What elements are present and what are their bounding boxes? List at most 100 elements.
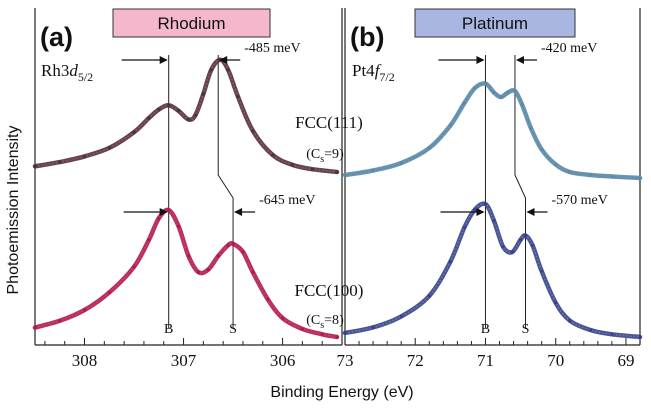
coordination-close: ) bbox=[339, 147, 344, 162]
data-point bbox=[492, 90, 496, 95]
surface-line bbox=[217, 55, 234, 328]
data-point bbox=[638, 176, 642, 180]
coordination-label: (Cs=9) bbox=[306, 147, 344, 165]
data-point bbox=[540, 269, 544, 273]
data-point bbox=[399, 314, 403, 318]
energy-shift-label: -645 meV bbox=[259, 193, 315, 208]
data-point bbox=[520, 102, 524, 107]
data-point bbox=[448, 260, 452, 264]
data-point bbox=[483, 81, 488, 86]
data-point bbox=[157, 216, 161, 220]
core-level-subscript: 5/2 bbox=[78, 70, 93, 84]
data-point bbox=[236, 95, 240, 99]
data-point bbox=[201, 92, 205, 96]
data-point bbox=[554, 162, 558, 167]
surface-line bbox=[514, 55, 527, 328]
data-point bbox=[343, 331, 347, 335]
coordination-sub: s bbox=[320, 154, 324, 165]
data-point bbox=[554, 301, 558, 305]
core-level-label: Pt4f7/2 bbox=[352, 61, 395, 84]
data-point bbox=[147, 238, 151, 242]
data-point bbox=[310, 167, 314, 171]
arrowhead bbox=[159, 208, 168, 216]
data-point bbox=[568, 319, 572, 323]
data-point bbox=[209, 68, 213, 72]
core-level-orbital: f bbox=[375, 61, 382, 80]
data-point bbox=[568, 170, 572, 174]
data-point bbox=[241, 250, 245, 254]
data-point bbox=[107, 146, 111, 150]
x-tick-label: 307 bbox=[171, 351, 197, 370]
data-point bbox=[335, 335, 339, 339]
data-point bbox=[33, 164, 37, 168]
data-point bbox=[427, 146, 431, 150]
data-point bbox=[132, 265, 136, 269]
data-point bbox=[610, 174, 614, 179]
surface-name: FCC(111) bbox=[295, 113, 363, 132]
data-point bbox=[523, 234, 528, 238]
data-point bbox=[226, 68, 230, 72]
data-point bbox=[271, 153, 275, 157]
data-point bbox=[82, 154, 87, 158]
coordination-value: =8 bbox=[324, 313, 339, 328]
surface-name: FCC(100) bbox=[295, 281, 364, 300]
x-tick-label: 308 bbox=[72, 351, 98, 370]
core-level-main: Rh3 bbox=[41, 61, 69, 80]
panel-b: 73 72 71 70 69 Platinum (b) Pt4f7/2 B S -420 meV -5… bbox=[337, 8, 643, 370]
x-tick-label: 70 bbox=[547, 351, 564, 370]
x-tick-label: 73 bbox=[337, 351, 354, 370]
data-point bbox=[320, 332, 324, 336]
data-point bbox=[266, 297, 270, 301]
data-point bbox=[492, 219, 496, 223]
element-banner bbox=[414, 8, 576, 38]
data-point bbox=[231, 242, 235, 246]
x-axis-label: Binding Energy (eV) bbox=[270, 384, 413, 401]
panel-letter: (b) bbox=[350, 22, 384, 52]
spectrum-markers bbox=[344, 202, 641, 338]
data-point bbox=[343, 173, 347, 177]
data-point bbox=[530, 243, 535, 247]
core-level-label: Rh3d5/2 bbox=[41, 61, 93, 84]
data-point bbox=[540, 147, 544, 152]
x-tick-label: 72 bbox=[407, 351, 424, 370]
data-point bbox=[510, 250, 514, 254]
surface-label: S bbox=[522, 322, 530, 337]
data-point bbox=[483, 202, 488, 206]
spectrum-markers bbox=[34, 59, 338, 173]
data-point bbox=[196, 270, 200, 274]
arrowhead bbox=[476, 208, 485, 216]
data-point bbox=[177, 224, 181, 228]
arrowhead bbox=[515, 56, 524, 64]
spectrum-line-fcc111 bbox=[342, 81, 643, 181]
data-point bbox=[33, 326, 37, 330]
data-point bbox=[58, 319, 62, 323]
spectrum-markers bbox=[344, 82, 641, 179]
data-point bbox=[82, 308, 87, 312]
data-point bbox=[186, 254, 191, 258]
data-point bbox=[589, 173, 593, 177]
data-point bbox=[399, 161, 403, 165]
spectrum-markers bbox=[34, 209, 338, 338]
data-point bbox=[638, 335, 642, 339]
data-point bbox=[193, 113, 197, 117]
bulk-label: B bbox=[164, 322, 173, 337]
data-point bbox=[371, 325, 375, 329]
data-point bbox=[335, 170, 339, 174]
coordination-label: (Cs=8) bbox=[306, 313, 344, 331]
data-point bbox=[473, 86, 477, 90]
data-point bbox=[519, 238, 523, 242]
data-point bbox=[251, 270, 255, 274]
x-tick-label: 306 bbox=[270, 351, 296, 370]
data-point bbox=[167, 103, 171, 107]
data-point bbox=[186, 117, 191, 122]
data-point bbox=[462, 225, 466, 229]
data-point bbox=[147, 116, 151, 120]
data-point bbox=[529, 126, 533, 131]
energy-shift-label: -570 meV bbox=[552, 193, 608, 208]
coordination-value: =9 bbox=[324, 147, 339, 162]
data-point bbox=[226, 243, 230, 247]
data-point bbox=[473, 208, 477, 212]
spectrum-line-fcc100 bbox=[32, 207, 340, 340]
core-level-subscript: 7/2 bbox=[379, 70, 394, 84]
